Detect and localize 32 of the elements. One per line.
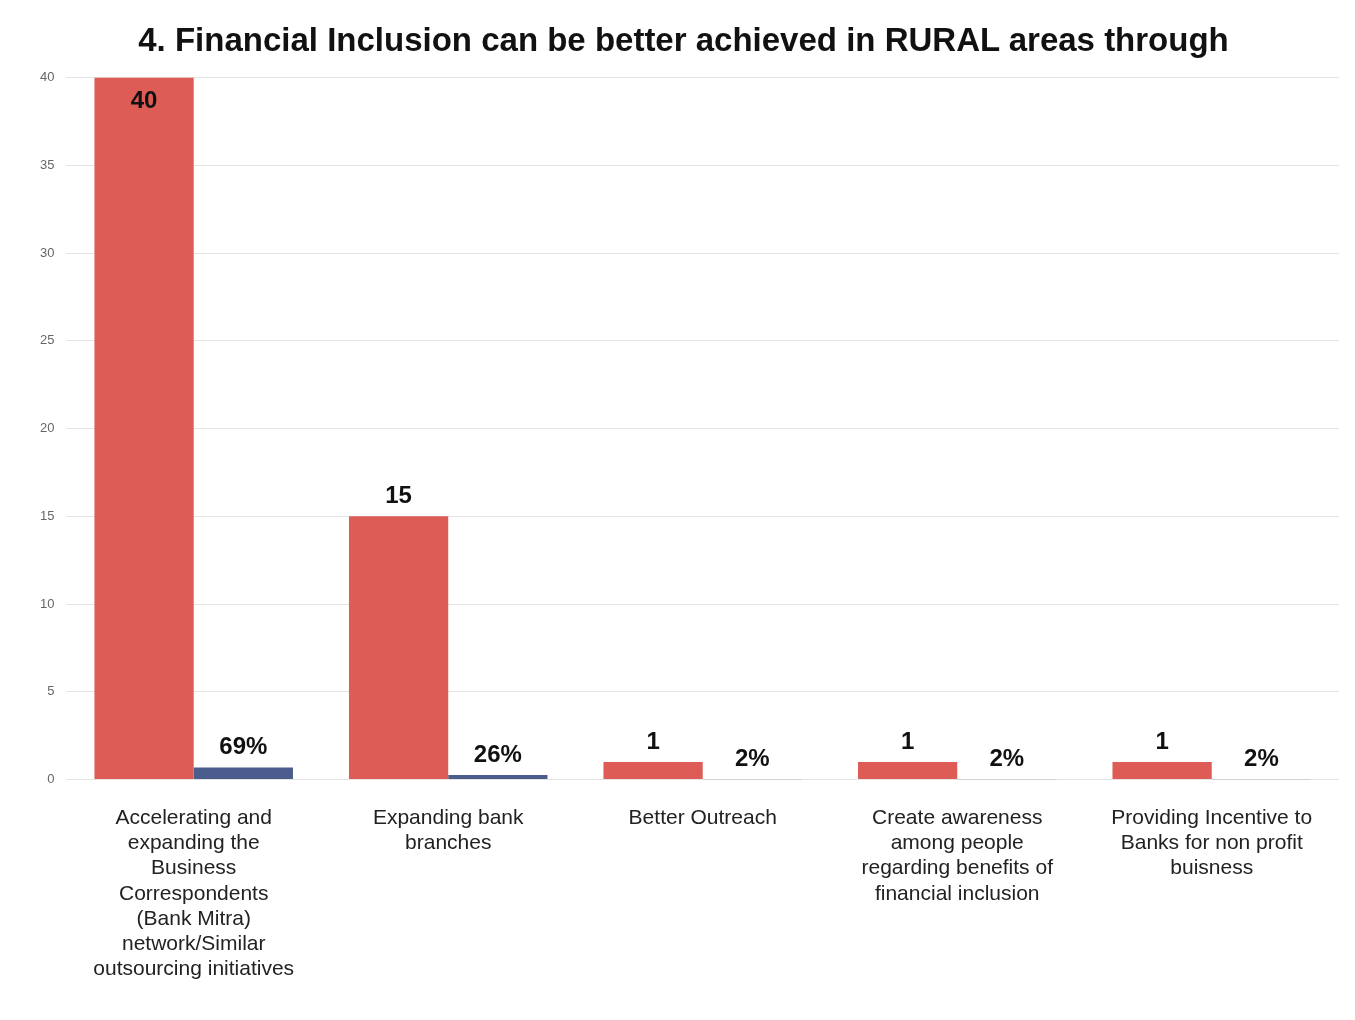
- y-tick-label: 10: [39, 595, 55, 611]
- y-tick-label: 0: [47, 771, 55, 787]
- x-tick-label: Providing Incentive to Banks for non profit buisness: [1111, 805, 1313, 879]
- bar: [193, 767, 293, 780]
- y-tick-label: 20: [39, 420, 55, 436]
- y-tick-label: 5: [47, 683, 55, 699]
- y-tick-label: 35: [39, 156, 55, 172]
- data-label: 1: [900, 726, 915, 754]
- data-label: 1: [646, 726, 660, 754]
- data-label: 69%: [219, 732, 268, 760]
- data-label: 1: [1155, 726, 1169, 754]
- x-tick-label: Better Outreach: [628, 805, 777, 828]
- bar: [448, 775, 548, 780]
- y-tick-label: 30: [39, 244, 55, 260]
- y-tick-label: 25: [39, 332, 55, 348]
- bar: [857, 762, 958, 780]
- y-tick-label: 15: [39, 507, 55, 523]
- chart-title: 4. Financial Inclusion can be better achieved in RURAL areas through: [138, 20, 1229, 58]
- data-label: 15: [385, 480, 412, 508]
- x-tick-label: Accelerating and expanding the Business Correspondents (Bank Mitra) network/Similar outsourcing initiatives: [93, 805, 295, 980]
- data-label: 2%: [735, 743, 770, 771]
- data-label: 26%: [473, 739, 522, 767]
- data-label: 40: [130, 86, 158, 114]
- bar: [1112, 762, 1212, 780]
- x-tick-label: Create awareness among people regarding benefits of financial inclusion: [861, 805, 1054, 904]
- data-label: 2%: [989, 743, 1025, 771]
- x-tick-label: Expanding bank branches: [372, 805, 525, 854]
- bar: [348, 516, 449, 780]
- data-label: 2%: [1244, 743, 1279, 771]
- bar: [94, 77, 194, 780]
- bar: [603, 762, 703, 780]
- y-tick-label: 40: [39, 69, 55, 85]
